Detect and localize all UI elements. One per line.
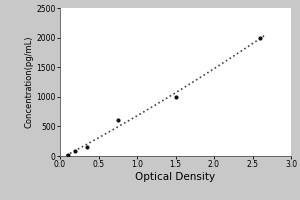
X-axis label: Optical Density: Optical Density [135,172,216,182]
Y-axis label: Concentration(pg/mL): Concentration(pg/mL) [25,36,34,128]
